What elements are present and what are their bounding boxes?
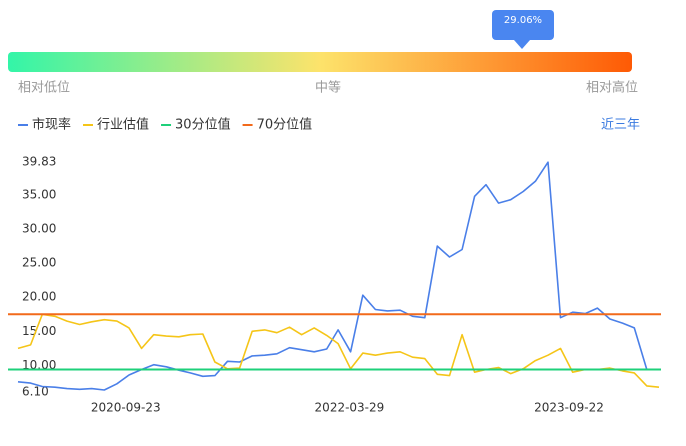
x-tick-label: 2020-09-23 bbox=[91, 401, 161, 415]
range-button[interactable]: 近三年 bbox=[601, 118, 640, 133]
legend-label: 30分位值 bbox=[175, 117, 231, 133]
x-tick-label: 2022-03-29 bbox=[315, 401, 385, 415]
legend-label: 市现率 bbox=[32, 117, 71, 133]
y-tick-label: 20.00 bbox=[22, 290, 56, 304]
y-tick-label: 39.83 bbox=[22, 155, 56, 169]
series-line bbox=[17, 313, 660, 388]
y-tick-label: 15.00 bbox=[22, 324, 56, 338]
gauge-bar bbox=[8, 52, 632, 72]
gauge-tooltip: 29.06% bbox=[492, 10, 554, 49]
gauge-label: 中等 bbox=[315, 80, 341, 96]
gauge-label: 相对高位 bbox=[586, 80, 638, 96]
x-tick-label: 2023-09-22 bbox=[534, 401, 604, 415]
y-tick-label: 25.00 bbox=[22, 256, 56, 270]
y-tick-label: 30.00 bbox=[22, 222, 56, 236]
y-tick-label: 10.00 bbox=[22, 358, 56, 372]
tooltip-text: 29.06% bbox=[504, 15, 542, 26]
series-line bbox=[17, 161, 659, 391]
legend-label: 行业估值 bbox=[97, 117, 149, 133]
y-tick-label: 35.00 bbox=[22, 187, 56, 201]
legend-label: 70分位值 bbox=[257, 117, 313, 133]
y-tick-label: 6.10 bbox=[22, 385, 49, 399]
gauge-label: 相对低位 bbox=[18, 81, 70, 96]
